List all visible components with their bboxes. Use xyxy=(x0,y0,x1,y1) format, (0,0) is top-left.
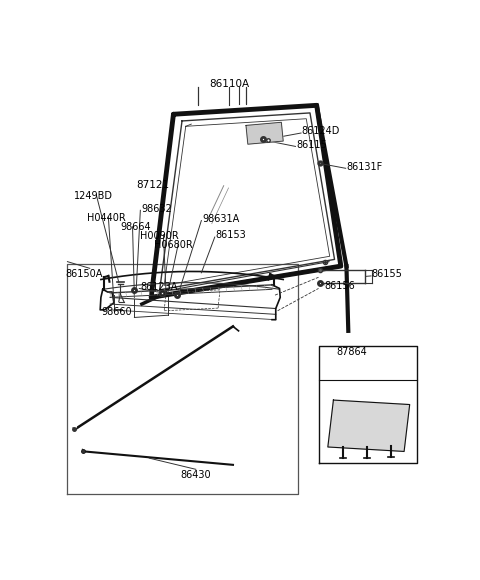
Text: 86153: 86153 xyxy=(216,230,246,240)
Text: 98631A: 98631A xyxy=(202,214,240,224)
Text: 86430: 86430 xyxy=(180,470,211,480)
Text: 87864: 87864 xyxy=(336,347,367,357)
Text: 86110A: 86110A xyxy=(210,79,250,89)
Polygon shape xyxy=(246,122,283,144)
Text: 86155: 86155 xyxy=(372,269,403,279)
Text: H0090R: H0090R xyxy=(140,231,179,241)
Text: 86124D: 86124D xyxy=(302,126,340,136)
Text: 87121: 87121 xyxy=(136,180,169,190)
Text: 86156: 86156 xyxy=(325,281,356,291)
Text: 98632: 98632 xyxy=(141,204,172,214)
Text: 1249BD: 1249BD xyxy=(74,191,113,201)
Text: 98664: 98664 xyxy=(120,222,151,232)
Text: 98660: 98660 xyxy=(102,307,132,317)
Text: H0680R: H0680R xyxy=(154,240,192,249)
Text: 86150A: 86150A xyxy=(66,269,103,279)
Text: 86131F: 86131F xyxy=(347,162,383,172)
Text: 86115: 86115 xyxy=(296,140,327,150)
Text: 86123A: 86123A xyxy=(140,282,177,292)
Text: H0440R: H0440R xyxy=(87,213,126,223)
Polygon shape xyxy=(328,400,410,451)
